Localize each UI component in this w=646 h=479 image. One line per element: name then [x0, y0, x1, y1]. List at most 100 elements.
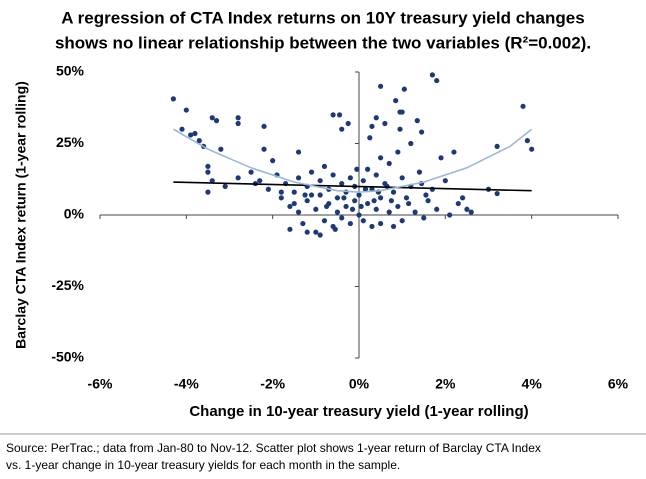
point [183, 107, 189, 113]
point [349, 206, 356, 212]
point [205, 169, 211, 175]
point [332, 226, 338, 232]
point [354, 166, 360, 172]
point [317, 232, 323, 238]
point [367, 135, 373, 141]
point [209, 115, 215, 121]
point [416, 169, 423, 175]
point [377, 83, 384, 89]
point [291, 200, 297, 207]
point [451, 149, 457, 155]
point [390, 189, 397, 195]
point [360, 218, 366, 224]
point [403, 195, 410, 201]
source-note: Source: PerTrac.; data from Jan-80 to No… [6, 441, 541, 455]
fit-line [172, 128, 533, 193]
point [347, 220, 353, 227]
y-tick-label: 25% [56, 134, 85, 150]
point [321, 218, 328, 224]
point [442, 178, 448, 184]
x-tick-label: 4% [522, 376, 543, 392]
point [358, 203, 364, 210]
point [345, 120, 351, 127]
point [397, 126, 403, 132]
point [339, 180, 345, 187]
point [390, 223, 397, 230]
point [373, 172, 379, 178]
point [421, 215, 427, 221]
point [377, 220, 384, 227]
point [406, 200, 412, 207]
point [386, 209, 392, 215]
point [377, 155, 384, 161]
point [291, 189, 297, 195]
y-tick-label: -25% [51, 277, 84, 293]
point [304, 229, 310, 235]
point [170, 96, 176, 102]
point [235, 175, 241, 181]
point [287, 226, 293, 232]
point [235, 120, 241, 127]
point [369, 123, 375, 129]
point [356, 192, 362, 198]
x-tick-label: -4% [174, 376, 199, 392]
x-tick-label: -2% [260, 376, 285, 392]
point [365, 200, 371, 207]
point [399, 218, 405, 224]
point [395, 203, 401, 210]
point [356, 212, 362, 218]
point [399, 175, 405, 181]
point [179, 126, 185, 132]
point [434, 206, 440, 212]
x-tick-label: 0% [349, 376, 370, 392]
point [261, 146, 267, 152]
point [412, 209, 418, 215]
point [324, 203, 330, 210]
point [304, 198, 310, 204]
point [429, 186, 435, 192]
point [308, 169, 315, 175]
point [257, 178, 263, 184]
x-axis-label: Change in 10-year treasury yield (1-year… [189, 403, 528, 420]
point [494, 190, 500, 197]
point [261, 123, 267, 129]
point [330, 112, 336, 118]
point [278, 189, 284, 195]
point [313, 229, 319, 235]
chart-title: A regression of CTA Index returns on 10Y… [61, 8, 584, 27]
point [425, 198, 431, 204]
point [343, 203, 349, 210]
point [397, 109, 403, 115]
point [395, 149, 401, 155]
point [295, 149, 302, 155]
chart-title: shows no linear relationship between the… [55, 33, 591, 52]
point [401, 86, 407, 92]
point [317, 178, 323, 184]
point [209, 178, 215, 184]
point [205, 163, 211, 169]
point [270, 158, 276, 164]
point [313, 206, 319, 212]
point [192, 130, 198, 137]
point [334, 209, 341, 215]
point [520, 103, 526, 109]
point [434, 77, 440, 84]
point [339, 215, 345, 221]
point [336, 112, 343, 118]
point [265, 186, 271, 192]
point [347, 175, 353, 181]
point [464, 206, 470, 212]
point [302, 192, 308, 198]
point [423, 192, 429, 198]
x-tick-label: -6% [88, 376, 113, 392]
point [524, 138, 530, 144]
point [386, 160, 392, 167]
point [341, 195, 347, 201]
point [248, 169, 254, 175]
point [382, 120, 388, 127]
point [468, 209, 474, 215]
point [408, 140, 414, 147]
point [330, 172, 336, 178]
point [494, 143, 500, 149]
